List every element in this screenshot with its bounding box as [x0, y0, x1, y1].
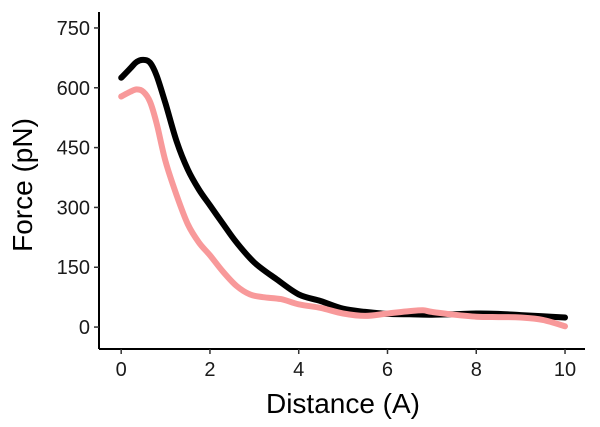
- y-tick-label: 150: [57, 257, 90, 279]
- plot-area: [118, 56, 568, 330]
- x-tick-label: 4: [293, 359, 304, 381]
- y-tick-label: 600: [57, 78, 90, 100]
- x-tick-label: 2: [204, 359, 215, 381]
- x-axis-ticks: 0 2 4 6 8 10: [116, 349, 576, 381]
- x-tick-label: 8: [471, 359, 482, 381]
- series-line-2: [118, 86, 568, 330]
- y-tick-label: 300: [57, 197, 90, 219]
- x-tick-label: 0: [116, 359, 127, 381]
- series-line-1: [118, 56, 568, 321]
- y-axis-title: Force (pN): [7, 118, 38, 252]
- y-tick-label: 0: [79, 317, 90, 339]
- x-axis-title: Distance (A): [266, 388, 420, 419]
- y-axis-ticks: 0 150 300 450 600 750: [57, 18, 99, 339]
- y-tick-label: 450: [57, 138, 90, 160]
- x-tick-label: 10: [554, 359, 576, 381]
- y-tick-label: 750: [57, 18, 90, 40]
- x-tick-label: 6: [382, 359, 393, 381]
